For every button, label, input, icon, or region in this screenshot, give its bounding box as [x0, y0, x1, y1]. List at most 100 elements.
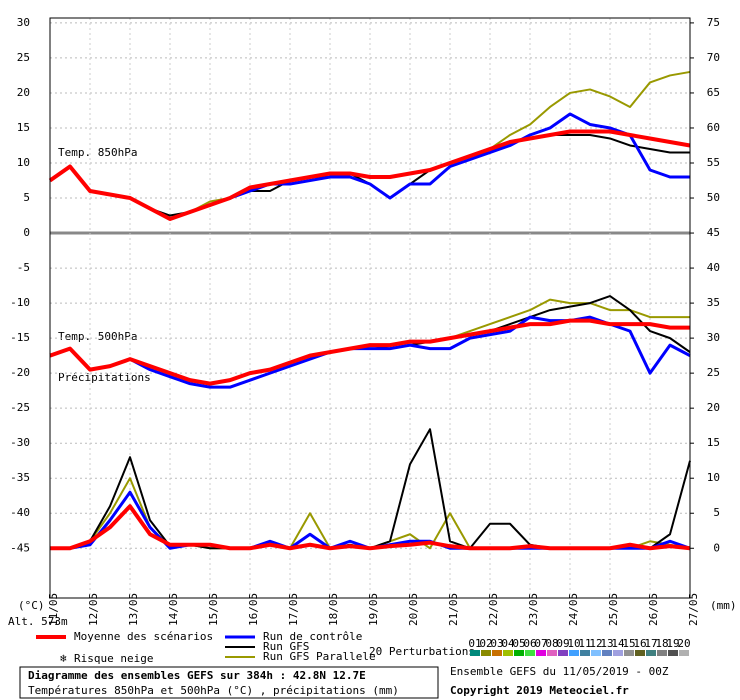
x-tick-label: 16/05	[247, 593, 260, 626]
y-tick-label: 5	[23, 191, 30, 204]
perturbation-swatch	[624, 650, 634, 656]
panel-label: Temp. 850hPa	[58, 146, 137, 159]
x-tick-label: 22/05	[487, 593, 500, 626]
perturbation-label: 01	[468, 637, 481, 650]
perturbation-swatch	[646, 650, 656, 656]
y2-tick-label: 10	[707, 471, 720, 484]
perturbation-swatch	[591, 650, 601, 656]
perturbation-swatch	[569, 650, 579, 656]
perturbation-label: 12	[589, 637, 602, 650]
perturbation-label: 09	[556, 637, 569, 650]
footer-copyright: Copyright 2019 Meteociel.fr	[450, 684, 629, 697]
series-line	[49, 318, 690, 386]
y2-tick-label: 55	[707, 156, 720, 169]
perturbation-label: 02	[479, 637, 492, 650]
y2-tick-label: 30	[707, 331, 720, 344]
perturbation-swatch	[503, 650, 513, 656]
perturbation-swatch	[657, 650, 667, 656]
y-tick-label: -40	[10, 506, 30, 519]
y2-tick-label: 5	[713, 506, 720, 519]
x-tick-label: 26/05	[647, 593, 660, 626]
x-tick-label: 13/05	[127, 593, 140, 626]
y-tick-label: 25	[17, 51, 30, 64]
y-tick-label: 20	[17, 86, 30, 99]
legend-label: Run GFS Parallele	[263, 650, 376, 663]
perturbation-label: 18	[655, 637, 668, 650]
y2-tick-label: 25	[707, 366, 720, 379]
y-tick-label: -15	[10, 331, 30, 344]
perturbation-label: 16	[633, 637, 646, 650]
perturbation-label: 06	[523, 637, 536, 650]
x-tick-label: 20/05	[407, 593, 420, 626]
y2-unit: (mm)	[710, 599, 737, 612]
y2-tick-label: 0	[713, 541, 720, 554]
y-tick-label: 0	[23, 226, 30, 239]
legend-label: Run de contrôle	[263, 630, 362, 643]
perturbation-label: 14	[611, 637, 625, 650]
y2-tick-label: 70	[707, 51, 720, 64]
y2-tick-label: 35	[707, 296, 720, 309]
perturbation-swatch	[470, 650, 480, 656]
perturbation-label: 11	[578, 637, 591, 650]
perturbation-swatch	[602, 650, 612, 656]
snow-label: Risque neige	[74, 652, 153, 665]
y2-tick-label: 50	[707, 191, 720, 204]
legend-label: Run GFS	[263, 640, 309, 653]
perturbation-swatch	[679, 650, 689, 656]
perturbation-swatch	[547, 650, 557, 656]
x-tick-label: 18/05	[327, 593, 340, 626]
x-tick-label: 12/05	[87, 593, 100, 626]
perturbation-swatch	[558, 650, 568, 656]
perturbation-swatch	[525, 650, 535, 656]
y-tick-label: 10	[17, 156, 30, 169]
perturbation-label: 13	[600, 637, 613, 650]
perturbation-label: 10	[567, 637, 580, 650]
perturbation-label: 03	[490, 637, 503, 650]
y2-tick-label: 65	[707, 86, 720, 99]
x-tick-label: 14/05	[167, 593, 180, 626]
perturbation-label: 07	[534, 637, 547, 650]
footer-run: Ensemble GEFS du 11/05/2019 - 00Z	[450, 665, 669, 678]
y2-tick-label: 20	[707, 401, 720, 414]
perturbations-label: 20 Perturbations	[369, 645, 475, 658]
x-tick-label: 27/05	[687, 593, 700, 626]
perturbation-swatch	[580, 650, 590, 656]
y-tick-label: -35	[10, 471, 30, 484]
footer-subtitle: Températures 850hPa et 500hPa (°C) , pré…	[28, 684, 399, 697]
x-tick-label: 19/05	[367, 593, 380, 626]
x-tick-label: 15/05	[207, 593, 220, 626]
perturbation-label: 17	[644, 637, 657, 650]
x-tick-label: 11/05	[47, 593, 60, 626]
y-tick-label: 15	[17, 121, 30, 134]
perturbation-label: 20	[677, 637, 690, 650]
x-tick-label: 23/05	[527, 593, 540, 626]
y2-tick-label: 40	[707, 261, 720, 274]
y-tick-label: -5	[17, 261, 30, 274]
perturbation-swatch	[492, 650, 502, 656]
perturbation-swatch	[668, 650, 678, 656]
x-tick-label: 25/05	[607, 593, 620, 626]
panel-label: Temp. 500hPa	[58, 330, 137, 343]
series-line	[50, 504, 691, 551]
y-tick-label: -20	[10, 366, 30, 379]
y-tick-label: -45	[10, 541, 30, 554]
y-tick-label: -30	[10, 436, 30, 449]
x-tick-label: 21/05	[447, 593, 460, 626]
perturbation-label: 19	[666, 637, 679, 650]
y2-tick-label: 15	[707, 436, 720, 449]
y2-tick-label: 60	[707, 121, 720, 134]
x-tick-label: 24/05	[567, 593, 580, 626]
panel-label: Précipitations	[58, 371, 151, 384]
perturbation-swatch	[635, 650, 645, 656]
altitude: Alt. 573m	[8, 615, 68, 628]
series-line	[48, 129, 691, 222]
perturbation-swatch	[514, 650, 524, 656]
y-unit: (°C)	[18, 599, 45, 612]
series-line	[49, 315, 691, 389]
footer-box	[19, 666, 439, 699]
snow-icon: ❄	[60, 652, 67, 665]
perturbation-label: 08	[545, 637, 558, 650]
y-tick-label: 30	[17, 16, 30, 29]
y-tick-label: -10	[10, 296, 30, 309]
